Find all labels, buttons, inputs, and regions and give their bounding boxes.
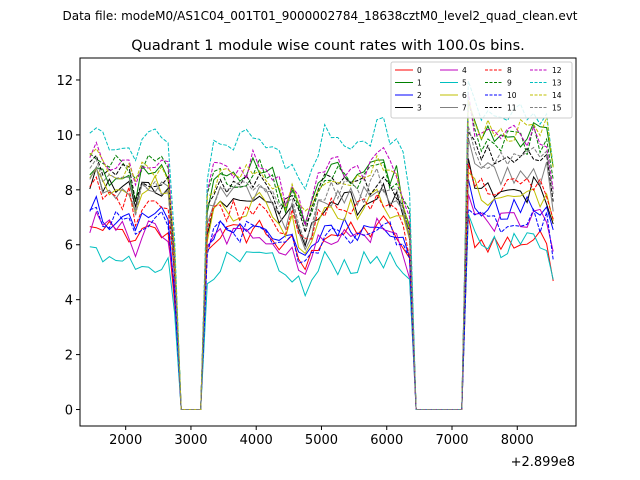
series-line-2 xyxy=(89,178,554,410)
chart-suptitle: Data file: modeM0/AS1C04_001T01_90000027… xyxy=(62,9,577,23)
series-line-1 xyxy=(89,101,554,410)
series-line-11 xyxy=(89,130,554,410)
x-offset-label: +2.899e8 xyxy=(511,455,575,470)
series-line-14 xyxy=(89,99,554,410)
legend-label-6: 6 xyxy=(462,91,467,100)
series-line-5 xyxy=(89,213,554,410)
x-tick-label: 8000 xyxy=(501,433,534,448)
legend-label-11: 11 xyxy=(507,104,517,113)
y-tick-label: 2 xyxy=(65,349,73,364)
series-line-12 xyxy=(89,92,554,410)
legend-label-1: 1 xyxy=(417,79,422,88)
x-tick-label: 6000 xyxy=(370,433,403,448)
x-tick-label: 5000 xyxy=(305,433,338,448)
legend-label-13: 13 xyxy=(552,79,562,88)
legend-label-10: 10 xyxy=(507,91,517,100)
plot-lines xyxy=(89,80,554,410)
x-tick-label: 4000 xyxy=(240,433,273,448)
legend-label-5: 5 xyxy=(462,79,467,88)
legend-label-15: 15 xyxy=(552,104,562,113)
legend-label-14: 14 xyxy=(552,91,562,100)
series-line-10 xyxy=(89,206,554,410)
y-tick-label: 4 xyxy=(65,294,73,309)
series-line-15 xyxy=(89,126,554,410)
chart-title: Quadrant 1 module wise count rates with … xyxy=(131,38,525,54)
y-tick-label: 12 xyxy=(56,74,73,89)
x-tick-label: 3000 xyxy=(174,433,207,448)
axes-frame xyxy=(79,57,577,427)
legend-label-4: 4 xyxy=(462,66,467,75)
x-tick-label: 2000 xyxy=(109,433,142,448)
legend-label-12: 12 xyxy=(552,66,562,75)
series-line-8 xyxy=(89,163,554,410)
y-tick-label: 6 xyxy=(65,239,73,254)
legend-label-8: 8 xyxy=(507,66,512,75)
legend-box xyxy=(390,61,573,119)
x-tick-label: 7000 xyxy=(435,433,468,448)
series-line-7 xyxy=(89,137,554,410)
legend-label-2: 2 xyxy=(417,91,422,100)
series-line-6 xyxy=(89,167,554,410)
series-line-9 xyxy=(89,99,554,410)
y-tick-label: 0 xyxy=(65,404,73,419)
y-tick-label: 10 xyxy=(56,129,73,144)
legend-label-7: 7 xyxy=(462,104,467,113)
legend-label-9: 9 xyxy=(507,79,512,88)
legend-label-0: 0 xyxy=(417,66,422,75)
legend-label-3: 3 xyxy=(417,104,422,113)
y-tick-label: 8 xyxy=(65,184,73,199)
